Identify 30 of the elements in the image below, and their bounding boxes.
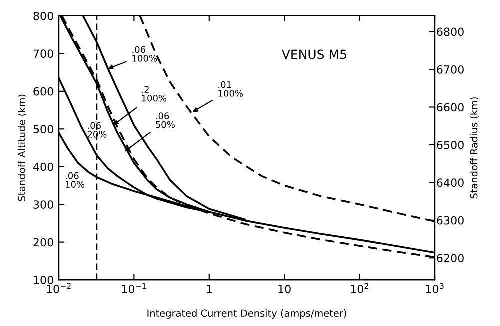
y-tick-label: 700 [34, 50, 54, 58]
y-tick-label: 800 [34, 12, 54, 20]
x-tick-label: 10$^{2}$ [351, 283, 368, 294]
y2-tick-label: 6400 [437, 178, 464, 188]
x-tick-label: 1 [207, 285, 212, 294]
annotation: .06 10% [66, 172, 85, 188]
annotation: VENUS M5 [282, 50, 346, 60]
y-tick-label: 600 [34, 87, 54, 96]
annotation: .06 100% [132, 46, 158, 62]
y2-tick-label: 6800 [437, 28, 464, 36]
y-tick-label: 300 [34, 200, 54, 209]
y-tick-label: 500 [34, 125, 54, 134]
annotation: .06 50% [156, 112, 175, 128]
annotation: .01 100% [218, 81, 244, 97]
x-tick-label: 10$^{3}$ [426, 283, 444, 294]
x-tick-label: 10 [278, 285, 291, 294]
y-tick-label: 400 [33, 162, 54, 172]
y-tick-label: 100 [34, 276, 54, 284]
y2-tick-label: 6300 [437, 216, 464, 225]
x-axis-title: Integrated Current Density (amps/meter) [148, 310, 346, 319]
y2-tick-label: 6500 [437, 140, 464, 150]
y2-tick-label: 6700 [437, 66, 464, 74]
y2-tick-label: 6600 [437, 103, 464, 112]
x-tick-label: 10$^{−1}$ [122, 283, 146, 294]
y2-axis-title: Standoff Radius (km) [470, 98, 479, 199]
x-tick-label: 10$^{−2}$ [47, 283, 71, 294]
annotation: .2 100% [142, 86, 167, 102]
y2-tick-label: 6200 [437, 254, 464, 263]
y-tick-label: 200 [34, 238, 54, 247]
y-axis-title: Standoff Altitude (km) [18, 94, 27, 202]
